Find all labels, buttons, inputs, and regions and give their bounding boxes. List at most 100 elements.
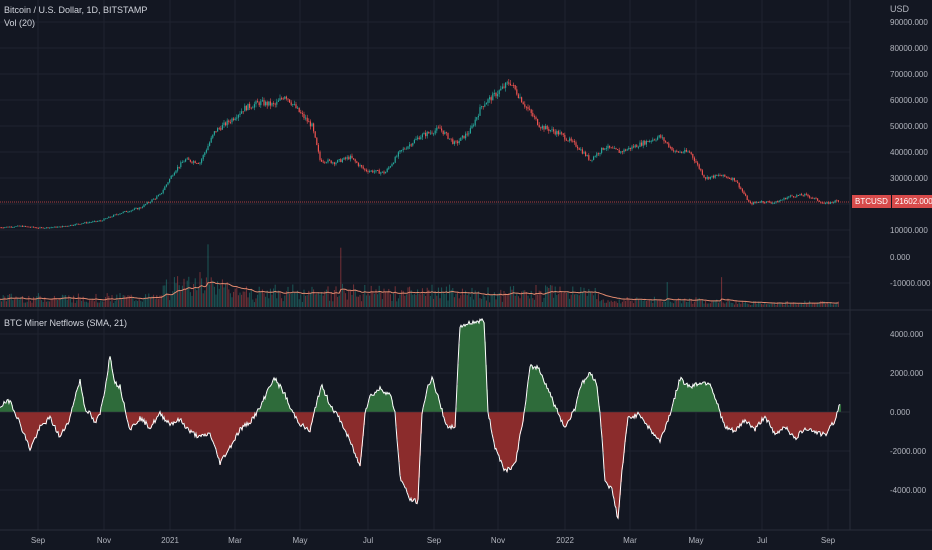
volume-bar bbox=[497, 294, 499, 307]
candle-body bbox=[311, 123, 313, 127]
candle-body bbox=[260, 101, 262, 106]
volume-bar bbox=[543, 297, 545, 307]
netflow-fill-segment bbox=[270, 386, 272, 412]
candle-body bbox=[383, 171, 385, 174]
volume-bar bbox=[561, 291, 563, 307]
netflow-fill-segment bbox=[778, 412, 780, 432]
netflow-fill-segment bbox=[805, 412, 807, 429]
netflow-fill-segment bbox=[605, 412, 607, 481]
candle-body bbox=[823, 202, 825, 204]
netflow-fill-segment bbox=[239, 412, 241, 433]
netflow-fill-segment bbox=[214, 412, 216, 445]
symbol-legend[interactable]: Bitcoin / U.S. Dollar, 1D, BITSTAMP bbox=[4, 5, 148, 15]
netflow-fill-segment bbox=[196, 412, 198, 434]
netflow-fill-segment bbox=[79, 385, 81, 412]
volume-bar bbox=[449, 284, 451, 307]
netflow-fill-segment bbox=[228, 412, 230, 451]
candle-body bbox=[156, 196, 158, 199]
candle-body bbox=[135, 208, 137, 209]
netflow-fill-segment bbox=[779, 412, 781, 433]
candle-body bbox=[695, 161, 697, 163]
volume-legend[interactable]: Vol (20) bbox=[4, 18, 36, 28]
netflow-fill-segment bbox=[781, 412, 783, 430]
candle-body bbox=[658, 135, 660, 138]
volume-bar bbox=[642, 300, 644, 307]
candle-body bbox=[551, 129, 553, 131]
indicator-legend[interactable]: BTC Miner Netflows (SMA, 21) bbox=[4, 318, 128, 328]
netflow-fill-segment bbox=[42, 412, 44, 425]
netflow-fill-segment bbox=[31, 412, 33, 449]
netflow-fill-segment bbox=[688, 386, 690, 412]
volume-bar bbox=[428, 289, 430, 307]
candle-body bbox=[322, 161, 324, 163]
netflow-fill-segment bbox=[430, 383, 432, 412]
volume-bar bbox=[316, 293, 318, 307]
netflow-fill-segment bbox=[396, 412, 398, 427]
candle-body bbox=[361, 165, 363, 167]
volume-bar bbox=[207, 244, 209, 307]
candle-body bbox=[519, 97, 521, 99]
candle-body bbox=[490, 97, 492, 101]
volume-bar bbox=[193, 283, 195, 307]
netflow-fill-segment bbox=[241, 412, 243, 428]
candle-body bbox=[666, 142, 668, 144]
candle-body bbox=[602, 147, 604, 150]
volume-bar bbox=[706, 303, 708, 307]
netflow-fill-segment bbox=[608, 412, 610, 486]
volume-bar bbox=[236, 287, 238, 307]
netflow-fill-segment bbox=[277, 382, 279, 412]
netflow-fill-segment bbox=[452, 412, 454, 426]
netflow-fill-segment bbox=[358, 412, 360, 463]
candle-body bbox=[327, 159, 329, 163]
netflow-fill-segment bbox=[1, 406, 3, 412]
candle-body bbox=[577, 146, 579, 149]
candle-body bbox=[197, 163, 199, 164]
volume-bar bbox=[810, 304, 812, 307]
volume-bar bbox=[39, 295, 41, 307]
x-tick-label: 2021 bbox=[161, 536, 179, 545]
netflow-fill-segment bbox=[679, 380, 681, 412]
netflow-fill-segment bbox=[527, 389, 529, 412]
candle-body bbox=[785, 198, 787, 200]
netflow-fill-segment bbox=[639, 412, 641, 414]
volume-bar bbox=[671, 302, 673, 307]
x-tick-label: Sep bbox=[427, 536, 442, 545]
candle-body bbox=[29, 226, 31, 228]
volume-bar bbox=[530, 290, 532, 307]
volume-bar bbox=[735, 301, 737, 307]
netflow-fill-segment bbox=[221, 412, 223, 461]
candle-body bbox=[517, 94, 519, 98]
volume-bar bbox=[503, 290, 505, 307]
candle-body bbox=[289, 99, 291, 103]
volume-bar bbox=[42, 302, 44, 307]
x-tick-label: May bbox=[688, 536, 703, 545]
candle-body bbox=[340, 159, 342, 163]
netflow-fill-segment bbox=[283, 393, 285, 412]
netflow-fill-segment bbox=[400, 412, 402, 476]
volume-bar bbox=[825, 303, 827, 307]
candle-body bbox=[431, 132, 433, 134]
netflow-fill-segment bbox=[689, 384, 691, 412]
netflow-fill-segment bbox=[541, 374, 543, 412]
volume-bar bbox=[500, 289, 502, 307]
candle-body bbox=[364, 168, 366, 170]
netflow-fill-segment bbox=[710, 383, 712, 412]
netflow-fill-segment bbox=[819, 412, 821, 432]
candle-body bbox=[711, 175, 713, 177]
netflow-fill-segment bbox=[591, 375, 593, 412]
volume-bar bbox=[434, 291, 436, 307]
netflow-fill-segment bbox=[346, 412, 348, 433]
candle-body bbox=[226, 120, 228, 126]
netflow-fill-segment bbox=[684, 384, 686, 412]
volume-bar bbox=[487, 287, 489, 307]
netflow-fill-segment bbox=[322, 384, 324, 412]
volume-bar bbox=[15, 296, 17, 307]
volume-bar bbox=[689, 298, 691, 307]
candle-body bbox=[237, 114, 239, 118]
netflow-fill-segment bbox=[754, 412, 756, 428]
candle-body bbox=[837, 200, 839, 202]
netflow-fill-segment bbox=[595, 379, 597, 412]
netflow-fill-segment bbox=[226, 412, 228, 455]
netflow-fill-segment bbox=[746, 412, 748, 422]
